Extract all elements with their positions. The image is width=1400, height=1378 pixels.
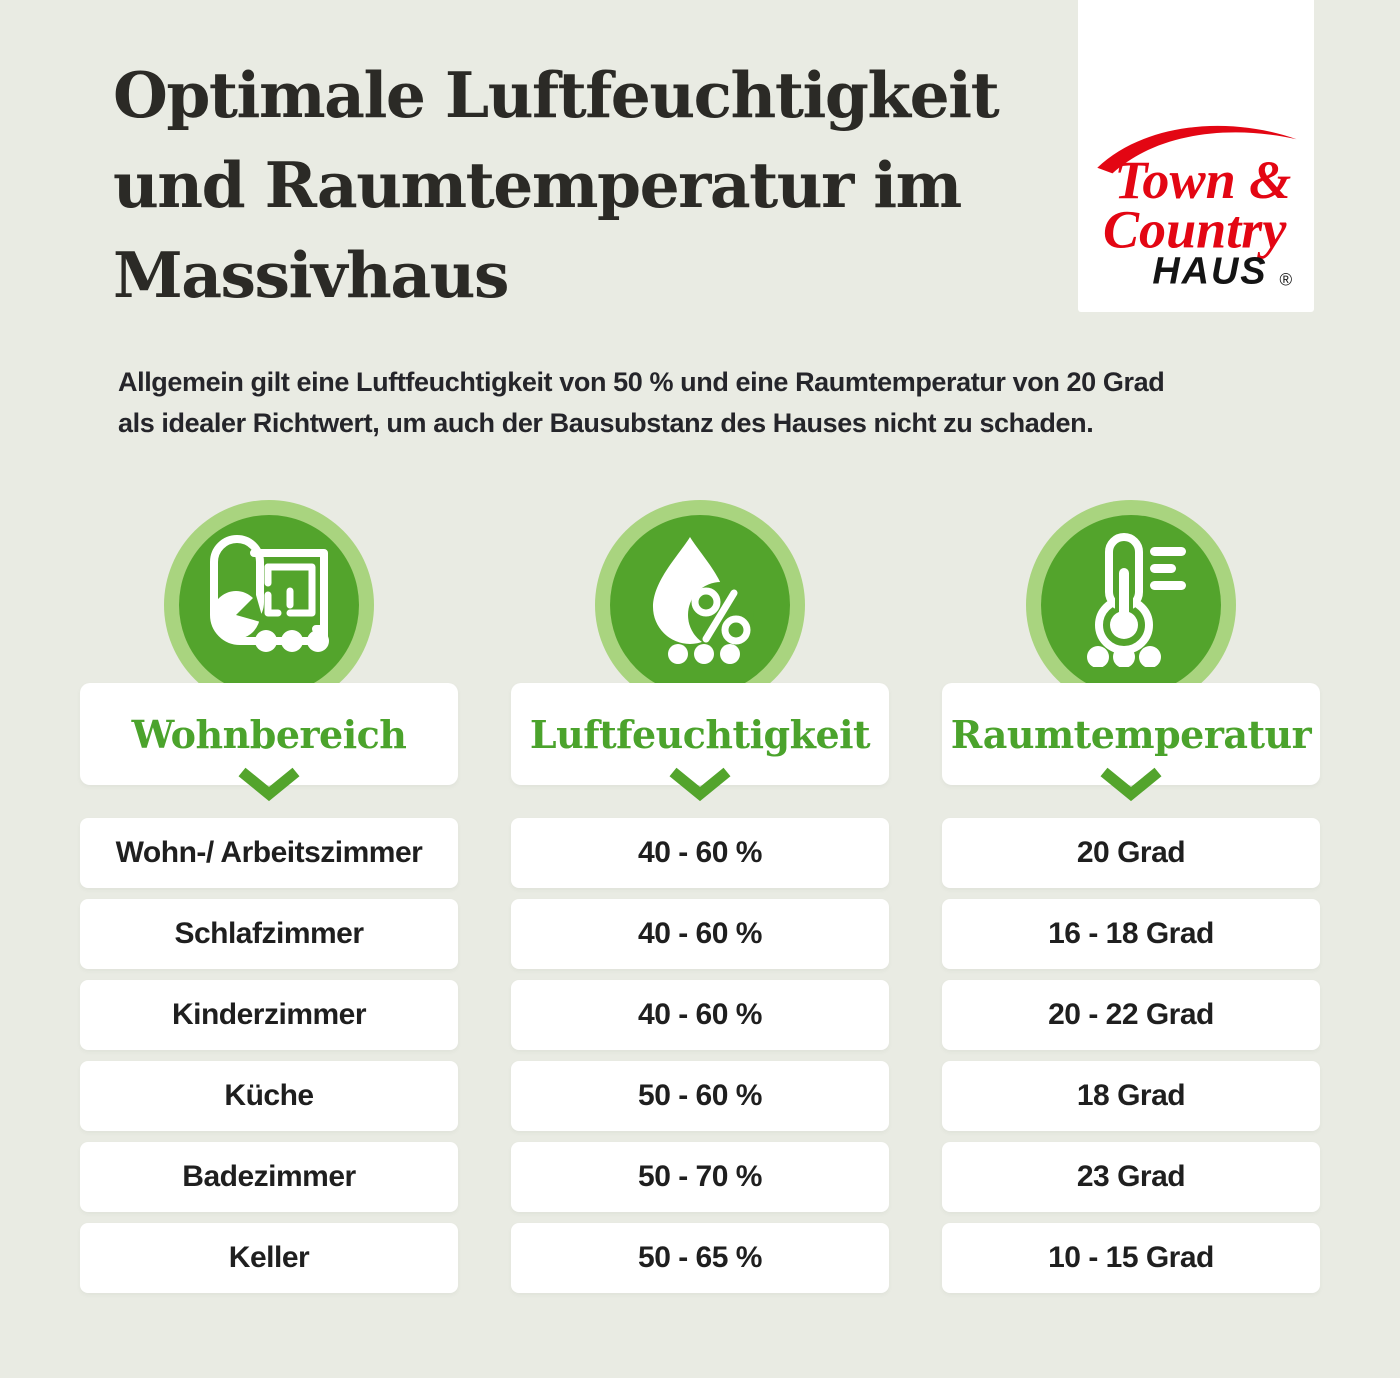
luftfeuchtigkeit-icon-badge [595, 500, 805, 710]
intro-line-2: als idealer Richtwert, um auch der Bausu… [118, 408, 1094, 438]
logo-town-text: Town & [1114, 150, 1291, 210]
intro-text: Allgemein gilt eine Luftfeuchtigkeit von… [118, 362, 1165, 444]
humidity-cell: 40 - 60 % [511, 980, 889, 1050]
logo-country-text: Country [1103, 199, 1287, 259]
humidity-cell: 40 - 60 % [511, 899, 889, 969]
page-title: Optimale Luftfeuchtigkeit und Raumtemper… [113, 50, 1000, 320]
raumtemperatur-icon-badge [1026, 500, 1236, 710]
comparison-table: Wohnbereich Wohn-/ Arbeitszimmer Schlafz… [80, 500, 1320, 1293]
temperature-cell: 10 - 15 Grad [942, 1223, 1320, 1293]
header-card-wohnbereich: Wohnbereich [80, 683, 458, 802]
humidity-cell: 50 - 60 % [511, 1061, 889, 1131]
title-line-2: und Raumtemperatur im [113, 148, 962, 222]
title-line-1: Optimale Luftfeuchtigkeit [113, 58, 1000, 132]
temperature-cell: 16 - 18 Grad [942, 899, 1320, 969]
room-cell: Badezimmer [80, 1142, 458, 1212]
title-line-3: Massivhaus [113, 238, 509, 312]
thermometer-icon [1087, 533, 1186, 667]
luftfeuchtigkeit-cells: 40 - 60 % 40 - 60 % 40 - 60 % 50 - 60 % … [511, 818, 889, 1293]
intro-line-1: Allgemein gilt eine Luftfeuchtigkeit von… [118, 367, 1165, 397]
chevron-down-icon [669, 767, 731, 802]
registered-trademark-icon: ® [1280, 270, 1293, 289]
humidity-cell: 50 - 65 % [511, 1223, 889, 1293]
blueprint-icon [210, 535, 329, 652]
room-cell: Kinderzimmer [80, 980, 458, 1050]
header-card-raumtemperatur: Raumtemperatur [942, 683, 1320, 802]
town-country-haus-logo: Town & Country HAUS ® [1097, 125, 1297, 293]
column-luftfeuchtigkeit: Luftfeuchtigkeit 40 - 60 % 40 - 60 % 40 … [511, 500, 889, 1293]
humidity-cell: 40 - 60 % [511, 818, 889, 888]
chevron-down-icon [1100, 767, 1162, 802]
raumtemperatur-cells: 20 Grad 16 - 18 Grad 20 - 22 Grad 18 Gra… [942, 818, 1320, 1293]
humidity-cell: 50 - 70 % [511, 1142, 889, 1212]
header-card-luftfeuchtigkeit: Luftfeuchtigkeit [511, 683, 889, 802]
brand-logo-card: Town & Country HAUS ® [1078, 0, 1314, 312]
column-header-wohnbereich: Wohnbereich [131, 711, 407, 757]
temperature-cell: 20 - 22 Grad [942, 980, 1320, 1050]
temperature-cell: 20 Grad [942, 818, 1320, 888]
column-raumtemperatur: Raumtemperatur 20 Grad 16 - 18 Grad 20 -… [942, 500, 1320, 1293]
wohnbereich-icon-badge [164, 500, 374, 710]
logo-swoosh-icon [1097, 125, 1297, 174]
room-cell: Küche [80, 1061, 458, 1131]
humidity-percent-icon [653, 537, 754, 664]
room-cell: Wohn-/ Arbeitszimmer [80, 818, 458, 888]
column-header-raumtemperatur: Raumtemperatur [950, 711, 1312, 757]
column-header-luftfeuchtigkeit: Luftfeuchtigkeit [529, 711, 871, 757]
chevron-down-icon [238, 767, 300, 802]
room-cell: Schlafzimmer [80, 899, 458, 969]
wohnbereich-cells: Wohn-/ Arbeitszimmer Schlafzimmer Kinder… [80, 818, 458, 1293]
column-wohnbereich: Wohnbereich Wohn-/ Arbeitszimmer Schlafz… [80, 500, 458, 1293]
temperature-cell: 23 Grad [942, 1142, 1320, 1212]
room-cell: Keller [80, 1223, 458, 1293]
logo-haus-text: HAUS [1152, 251, 1267, 293]
temperature-cell: 18 Grad [942, 1061, 1320, 1131]
